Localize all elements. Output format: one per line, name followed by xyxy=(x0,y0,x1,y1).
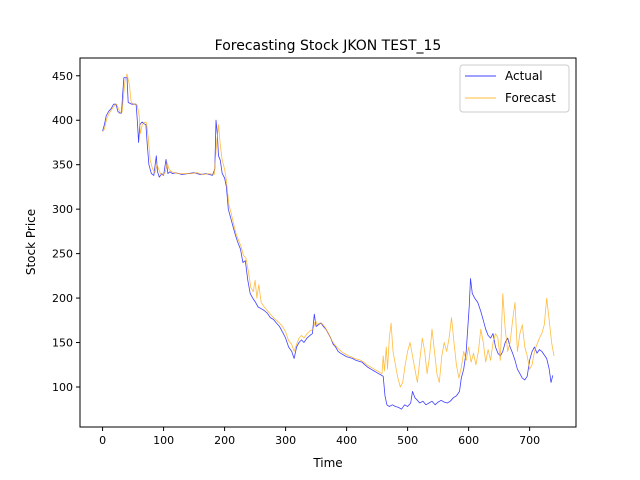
legend-label-forecast: Forecast xyxy=(505,91,556,105)
y-axis-ticks: 100 150 200 250 300 350 400 450 xyxy=(52,70,80,394)
x-tick-label: 100 xyxy=(153,434,174,447)
y-tick-label: 400 xyxy=(52,114,73,127)
x-axis-label: Time xyxy=(312,456,342,470)
chart-title: Forecasting Stock JKON TEST_15 xyxy=(215,38,442,54)
y-tick-label: 100 xyxy=(52,381,73,394)
plot-frame xyxy=(79,57,577,428)
x-tick-label: 700 xyxy=(519,434,540,447)
x-tick-label: 600 xyxy=(458,434,479,447)
series-line-forecast xyxy=(102,73,555,388)
y-tick-label: 350 xyxy=(52,159,73,172)
x-tick-label: 500 xyxy=(397,434,418,447)
legend-frame xyxy=(459,64,570,113)
plot-lines xyxy=(102,73,555,410)
x-tick-label: 400 xyxy=(336,434,357,447)
y-tick-label: 450 xyxy=(52,70,73,83)
x-axis-ticks: 0 100 200 300 400 500 600 700 xyxy=(99,427,540,447)
x-tick-label: 0 xyxy=(99,434,106,447)
x-tick-label: 300 xyxy=(275,434,296,447)
y-tick-label: 300 xyxy=(52,203,73,216)
y-tick-label: 250 xyxy=(52,248,73,261)
y-axis-label: Stock Price xyxy=(24,209,38,275)
x-tick-label: 200 xyxy=(214,434,235,447)
y-tick-label: 150 xyxy=(52,337,73,350)
legend: Actual Forecast xyxy=(459,64,570,113)
y-tick-label: 200 xyxy=(52,292,73,305)
legend-label-actual: Actual xyxy=(505,69,543,83)
